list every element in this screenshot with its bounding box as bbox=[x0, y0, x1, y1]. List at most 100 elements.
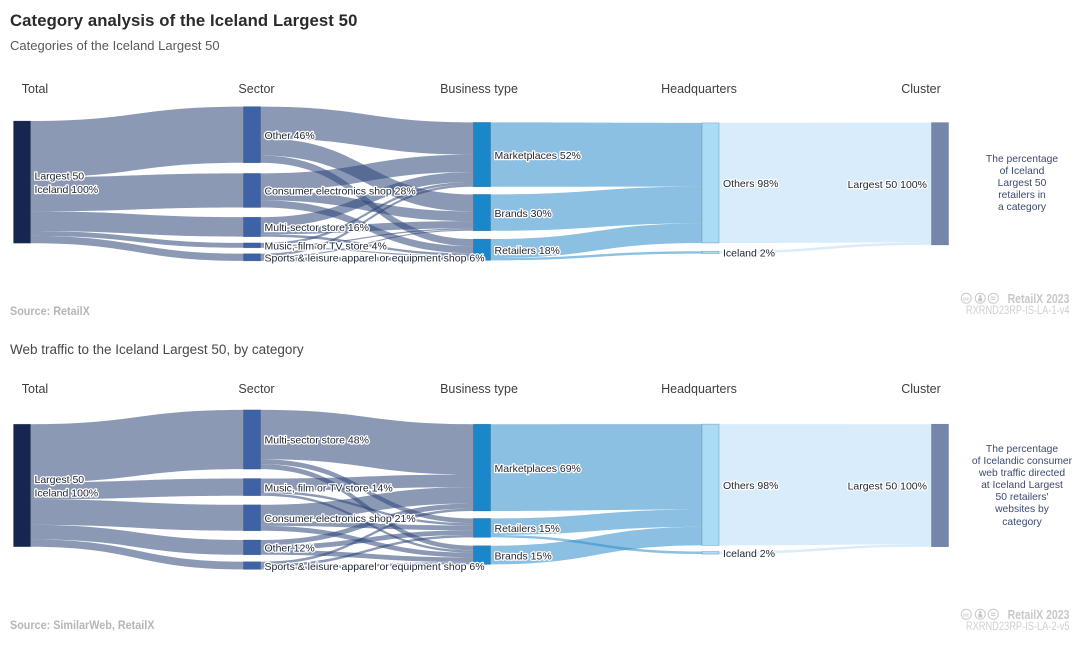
chart1-report-code: RXRND23RP-IS-LA-1-v4 bbox=[965, 304, 1069, 317]
svg-text:cc: cc bbox=[963, 297, 969, 303]
node-label-market: Marketplaces 69% bbox=[495, 463, 581, 475]
sankey-link-total-multi bbox=[30, 409, 244, 483]
sankey-link-total-music bbox=[30, 230, 244, 248]
sankey-link-sports-brands bbox=[260, 229, 474, 258]
chart1-title: Categories of the Iceland Largest 50 bbox=[10, 38, 220, 53]
cc-nd-icon bbox=[987, 293, 999, 304]
sankey-link-total-multi bbox=[30, 211, 244, 237]
sankey-link-ces-market bbox=[260, 154, 474, 191]
chart2-annotation: The percentage of Icelandic consumer web… bbox=[971, 444, 1073, 528]
cc-icon: cc bbox=[960, 609, 972, 620]
sankey-node-largest bbox=[931, 122, 949, 246]
sankey-link-total-sports bbox=[30, 235, 244, 261]
sankey-node-market bbox=[473, 423, 491, 512]
node-label-total: Largest 50 Iceland 100% bbox=[35, 474, 99, 500]
chart2-title: Web traffic to the Iceland Largest 50, b… bbox=[10, 342, 304, 357]
node-label-retail: Retailers 15% bbox=[495, 523, 560, 535]
sankey-chart-2: Largest 50 Iceland 100% Multi-sector store… bbox=[13, 409, 949, 574]
page-title: Category analysis of the Iceland Largest… bbox=[10, 11, 358, 30]
node-label-ces: Consumer electronics shop 28% bbox=[265, 186, 416, 198]
chart1-annotation: The percentage of Iceland Largest 50 ret… bbox=[985, 154, 1059, 214]
node-label-largest: Largest 50 100% bbox=[848, 481, 927, 493]
node-label-sports: Sports & leisure apparel or equipment sh… bbox=[265, 561, 485, 573]
sankey-link-multi-brands bbox=[260, 221, 474, 235]
sankey-link-multi-market bbox=[260, 409, 474, 475]
sankey-node-other bbox=[243, 106, 261, 164]
sankey-link-other-brands bbox=[260, 549, 474, 563]
node-label-music: Music, film or TV store 14% bbox=[265, 482, 393, 494]
sankey-link-others-largest bbox=[718, 424, 932, 546]
sankey-node-music bbox=[243, 478, 261, 496]
sankey-link-sports-market bbox=[260, 508, 474, 565]
sankey-node-multi bbox=[243, 216, 261, 237]
sankey-link-sports-market bbox=[260, 184, 474, 257]
node-label-others: Others 98% bbox=[723, 480, 778, 492]
cc-icon: cc bbox=[960, 293, 972, 304]
sankey-link-other-market bbox=[260, 106, 474, 155]
sankey-node-total bbox=[13, 120, 31, 244]
sankey-node-multi bbox=[243, 409, 261, 470]
sankey-node-market bbox=[473, 122, 491, 188]
node-label-multi: Multi-sector store 16% bbox=[265, 222, 369, 234]
node-label-total: Largest 50 Iceland 100% bbox=[35, 171, 99, 197]
sankey-link-total-music bbox=[30, 478, 244, 500]
sankey-node-largest bbox=[931, 423, 949, 547]
node-label-market: Marketplaces 52% bbox=[495, 150, 581, 162]
sankey-node-retail bbox=[473, 238, 491, 261]
sankey-link-total-sports bbox=[30, 539, 244, 570]
chart1-footer: cc RetailX 2023 RXRND23RP-IS-LA-1-v4 bbox=[940, 291, 1069, 317]
sankey-link-music-market bbox=[260, 181, 474, 246]
sankey-link-iceland-largest bbox=[718, 544, 932, 555]
sankey-node-total bbox=[13, 423, 31, 547]
column-header-sector: Sector bbox=[238, 382, 275, 396]
sankey-node-brands bbox=[473, 545, 491, 565]
cc-license-icons: cc bbox=[960, 608, 1000, 621]
sankey-node-ces bbox=[243, 504, 261, 532]
chart2-report-code: RXRND23RP-IS-LA-2-v5 bbox=[965, 620, 1069, 633]
column-header-cluster: Cluster bbox=[901, 82, 941, 96]
sankey-node-others bbox=[701, 423, 720, 546]
sankey-node-retail bbox=[473, 518, 491, 538]
column-header-cluster: Cluster bbox=[901, 382, 941, 396]
node-label-brands: Brands 15% bbox=[495, 550, 552, 562]
sankey-link-multi-retail bbox=[260, 234, 474, 256]
sankey-link-total-ces bbox=[30, 499, 244, 531]
sankey-node-others bbox=[701, 122, 720, 244]
column-header-headquarters: Headquarters bbox=[661, 82, 737, 96]
node-label-others: Others 98% bbox=[723, 178, 778, 190]
sankey-link-other-retail bbox=[260, 530, 474, 550]
cc-by-icon bbox=[974, 293, 986, 304]
sankey-link-multi-retail bbox=[260, 459, 474, 524]
node-label-ces: Consumer electronics shop 21% bbox=[265, 513, 416, 525]
node-label-largest: Largest 50 100% bbox=[848, 179, 927, 191]
svg-text:cc: cc bbox=[963, 613, 969, 619]
sankey-link-market-others bbox=[490, 122, 703, 187]
sankey-chart-1: Largest 50 Iceland 100% Other 46% Consumer … bbox=[13, 106, 949, 266]
sankey-node-brands bbox=[473, 194, 491, 232]
sankey-node-iceland bbox=[701, 250, 720, 254]
sankey-node-music bbox=[243, 242, 261, 249]
sankey-node-sports bbox=[243, 253, 261, 262]
sankey-link-music-retail bbox=[260, 246, 474, 257]
sankey-link-sports-retail bbox=[260, 256, 474, 261]
node-label-multi: Multi-sector store 48% bbox=[265, 435, 369, 447]
cc-by-icon bbox=[974, 609, 986, 620]
node-label-other: Other 46% bbox=[265, 130, 315, 142]
sankey-link-other-market bbox=[260, 503, 474, 545]
sankey-node-other bbox=[243, 539, 261, 556]
chart2-credit: RetailX 2023 bbox=[1007, 607, 1069, 622]
sankey-link-music-market bbox=[260, 474, 474, 491]
column-header-business-type: Business type bbox=[440, 382, 518, 396]
sankey-link-retail-iceland bbox=[490, 251, 703, 261]
column-header-headquarters: Headquarters bbox=[661, 382, 737, 396]
node-label-retail: Retailers 18% bbox=[495, 245, 560, 257]
column-header-total: Total bbox=[21, 82, 49, 96]
sankey-link-ces-market bbox=[260, 487, 474, 521]
cc-license-icons: cc bbox=[960, 292, 1000, 305]
sankey-link-others-largest bbox=[718, 122, 932, 243]
sankey-link-brands-others bbox=[490, 526, 703, 565]
sankey-node-sports bbox=[243, 561, 261, 570]
cc-nd-icon bbox=[987, 609, 999, 620]
sankey-link-retail-others bbox=[490, 509, 703, 536]
sankey-link-brands-others bbox=[490, 186, 703, 231]
